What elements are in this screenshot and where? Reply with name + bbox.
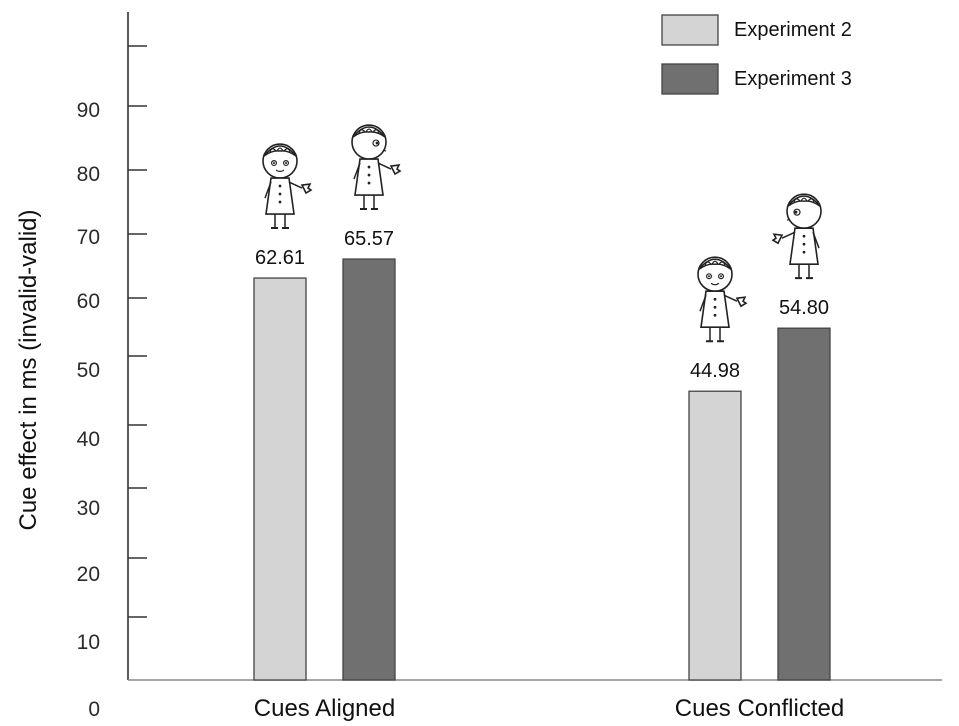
figure-button (802, 242, 806, 246)
figure-button (367, 173, 371, 177)
legend-swatch (661, 14, 719, 46)
figure-hand (300, 183, 313, 195)
figure-body (354, 158, 384, 196)
bar-experiment-3-cues-conflicted (777, 327, 831, 681)
value-labels: 62.61 65.57 44.98 54.80 (255, 228, 829, 382)
child-figure-icon (771, 193, 822, 280)
figure-legs (709, 327, 721, 342)
bar-value-label: 44.98 (690, 360, 740, 382)
figure-arm (353, 162, 361, 180)
y-tick-label: 80 (77, 163, 100, 186)
figure-button (802, 250, 806, 254)
legend: Experiment 2 Experiment 3 (661, 14, 852, 95)
y-tick-label: 70 (77, 226, 100, 249)
figure-button (278, 184, 282, 188)
figure-mouth (710, 282, 720, 286)
figure-arm (699, 294, 707, 312)
bar-experiment-3-cues-aligned (342, 258, 396, 681)
legend-item: Experiment 3 (661, 63, 852, 95)
figure-hand (735, 296, 748, 308)
legend-label: Experiment 3 (734, 68, 852, 90)
bar-value-label: 54.80 (779, 297, 829, 319)
figures (262, 124, 822, 343)
figure-body (700, 290, 730, 329)
y-tick-label: 30 (77, 497, 100, 520)
figure-body (265, 177, 295, 215)
child-figure-icon (351, 124, 402, 211)
figure-button (367, 165, 371, 169)
child-figure-icon (262, 143, 313, 230)
figure-pupil (720, 275, 722, 278)
figure-eye (372, 139, 380, 147)
x-category-label: Cues Conflicted (675, 695, 844, 722)
y-axis-ticks: 0 10 20 30 40 50 60 70 80 90 (77, 45, 147, 721)
figure-eye (271, 160, 278, 167)
figure-eye (793, 208, 801, 216)
y-tick-label: 60 (77, 290, 100, 313)
figure-arm (812, 231, 820, 249)
legend-label: Experiment 2 (734, 19, 852, 41)
x-category-label: Cues Aligned (254, 695, 395, 722)
child-figure-icon (697, 256, 748, 343)
y-tick-label: 0 (88, 698, 100, 721)
bar-experiment-2-cues-aligned (253, 277, 307, 681)
figure-arm (264, 181, 272, 199)
figure-button (278, 192, 282, 196)
bars (253, 258, 831, 681)
figure-eye (282, 160, 290, 167)
figure-pupil (708, 275, 710, 278)
figure-mouth (786, 218, 791, 221)
figure-button (713, 305, 717, 309)
figure-mouth (275, 169, 285, 173)
figure-bangs (269, 147, 291, 153)
figure-legs (274, 214, 286, 229)
figure-pointing-arm (723, 294, 738, 302)
bar-value-label: 62.61 (255, 247, 305, 269)
figure-body (789, 227, 819, 265)
figure-button (367, 181, 371, 185)
figure-bangs (358, 128, 380, 134)
legend-item: Experiment 2 (661, 14, 852, 46)
figure-pointing-arm (377, 162, 392, 170)
y-tick-label: 90 (77, 99, 100, 122)
figure-pupil (285, 162, 287, 165)
legend-swatch (661, 63, 719, 95)
figure-bangs (793, 197, 815, 203)
y-axis-label: Cue effect in ms (invalid-valid) (15, 209, 42, 530)
figure-pupil (273, 162, 275, 165)
figure-pointing-arm (288, 181, 303, 189)
figure-hand (771, 233, 784, 245)
figure-pupil (794, 210, 798, 214)
y-tick-label: 10 (77, 631, 100, 654)
figure-eye (717, 273, 725, 280)
y-tick-label: 40 (77, 428, 100, 451)
y-tick-label: 20 (77, 563, 100, 586)
figure-eye (706, 273, 713, 280)
figure-button (713, 297, 717, 301)
figure-button (278, 200, 282, 204)
figure-pointing-arm (781, 231, 796, 239)
figure-pupil (375, 141, 379, 145)
bar-experiment-2-cues-conflicted (688, 390, 742, 681)
bar-value-label: 65.57 (344, 228, 394, 250)
figure-bangs (704, 260, 726, 266)
category-labels: Cues Aligned Cues Conflicted (254, 695, 844, 722)
y-tick-label: 50 (77, 359, 100, 382)
figure-legs (363, 195, 375, 210)
figure-button (802, 234, 806, 238)
figure-legs (798, 264, 810, 279)
figure-button (713, 313, 717, 317)
figure-hand (389, 164, 402, 176)
figure-mouth (382, 149, 387, 152)
